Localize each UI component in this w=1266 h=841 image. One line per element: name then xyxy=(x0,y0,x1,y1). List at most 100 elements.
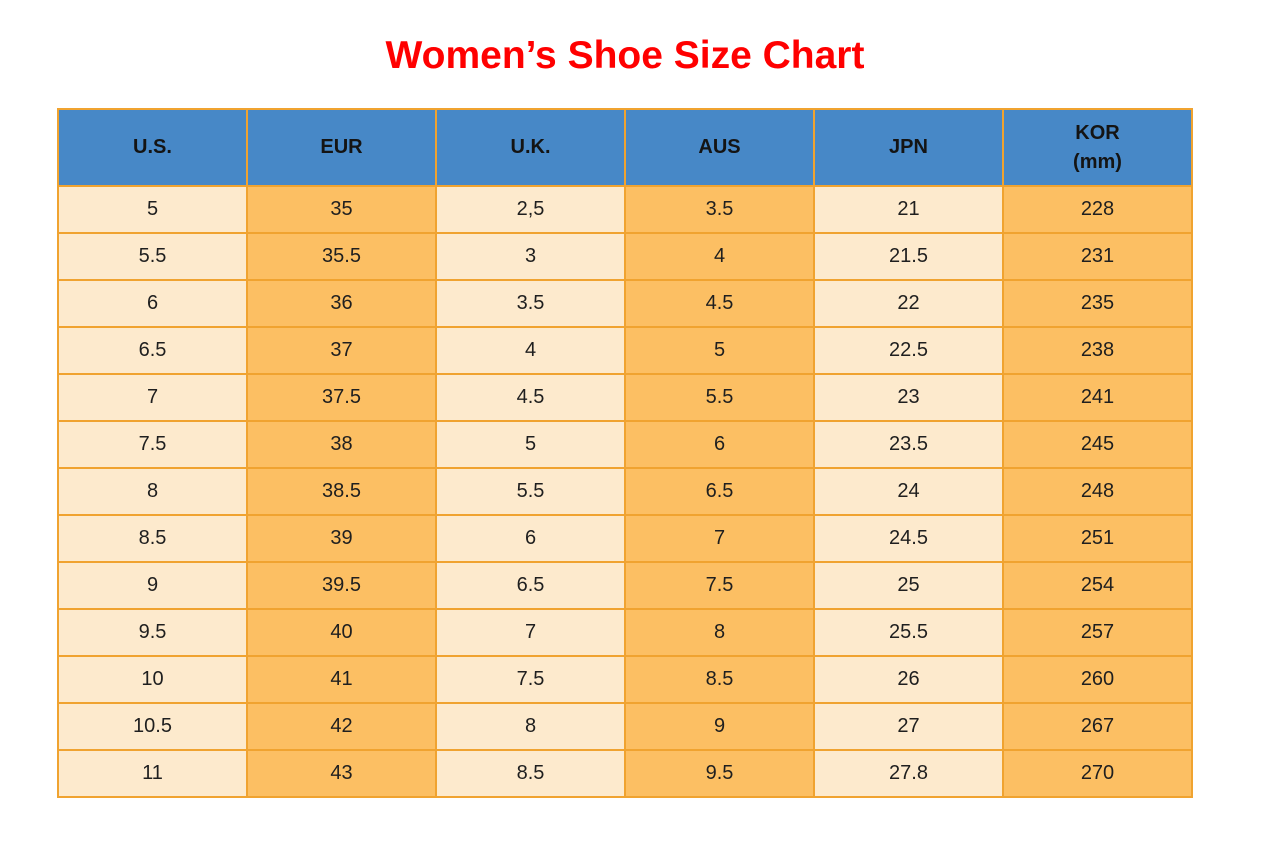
table-row: 11 43 8.5 9.5 27.8 270 xyxy=(57,749,1193,798)
table-row: 9.5 40 7 8 25.5 257 xyxy=(57,608,1193,657)
table-cell-aus: 6 xyxy=(624,420,815,469)
table-cell-aus: 3.5 xyxy=(624,185,815,234)
table-cell-aus: 4.5 xyxy=(624,279,815,328)
table-cell-kor: 235 xyxy=(1002,279,1193,328)
table-row: 8 38.5 5.5 6.5 24 248 xyxy=(57,467,1193,516)
table-cell-aus: 8 xyxy=(624,608,815,657)
table-header: U.S. EUR U.K. AUS JPN KOR (mm) xyxy=(57,108,1193,187)
table-cell-us: 9.5 xyxy=(57,608,248,657)
table-cell-uk: 3 xyxy=(435,232,626,281)
table-cell-uk: 3.5 xyxy=(435,279,626,328)
table-cell-uk: 6 xyxy=(435,514,626,563)
column-header-eur: EUR xyxy=(246,108,437,187)
table-cell-jpn: 27 xyxy=(813,702,1004,751)
table-cell-jpn: 21.5 xyxy=(813,232,1004,281)
table-cell-uk: 4.5 xyxy=(435,373,626,422)
table-cell-eur: 35 xyxy=(246,185,437,234)
table-cell-kor: 238 xyxy=(1002,326,1193,375)
table-cell-us: 10.5 xyxy=(57,702,248,751)
table-cell-kor: 241 xyxy=(1002,373,1193,422)
table-cell-kor: 257 xyxy=(1002,608,1193,657)
table-cell-uk: 8 xyxy=(435,702,626,751)
table-cell-us: 6 xyxy=(57,279,248,328)
table-cell-us: 8 xyxy=(57,467,248,516)
table-cell-jpn: 25 xyxy=(813,561,1004,610)
table-cell-us: 8.5 xyxy=(57,514,248,563)
table-cell-eur: 41 xyxy=(246,655,437,704)
table-cell-kor: 270 xyxy=(1002,749,1193,798)
table-row: 10.5 42 8 9 27 267 xyxy=(57,702,1193,751)
table-cell-eur: 37.5 xyxy=(246,373,437,422)
table-cell-us: 7.5 xyxy=(57,420,248,469)
header-row: U.S. EUR U.K. AUS JPN KOR (mm) xyxy=(57,108,1193,187)
table-cell-us: 6.5 xyxy=(57,326,248,375)
table-cell-kor: 245 xyxy=(1002,420,1193,469)
table-cell-us: 10 xyxy=(57,655,248,704)
table-cell-us: 11 xyxy=(57,749,248,798)
table-cell-jpn: 23.5 xyxy=(813,420,1004,469)
table-cell-eur: 38.5 xyxy=(246,467,437,516)
shoe-size-table: U.S. EUR U.K. AUS JPN KOR (mm) 5 35 2,5 3.5 21 228… xyxy=(57,108,1193,798)
table-row: 6 36 3.5 4.5 22 235 xyxy=(57,279,1193,328)
table-cell-eur: 39 xyxy=(246,514,437,563)
table-row: 10 41 7.5 8.5 26 260 xyxy=(57,655,1193,704)
table-cell-aus: 5.5 xyxy=(624,373,815,422)
table-cell-us: 5 xyxy=(57,185,248,234)
table-cell-us: 7 xyxy=(57,373,248,422)
table-cell-jpn: 24 xyxy=(813,467,1004,516)
table-row: 6.5 37 4 5 22.5 238 xyxy=(57,326,1193,375)
page-title: Women’s Shoe Size Chart xyxy=(385,34,865,77)
column-header-jpn: JPN xyxy=(813,108,1004,187)
table-cell-aus: 5 xyxy=(624,326,815,375)
table-cell-uk: 5.5 xyxy=(435,467,626,516)
table-row: 9 39.5 6.5 7.5 25 254 xyxy=(57,561,1193,610)
table-cell-kor: 248 xyxy=(1002,467,1193,516)
table-cell-jpn: 21 xyxy=(813,185,1004,234)
table-cell-jpn: 27.8 xyxy=(813,749,1004,798)
table-cell-uk: 2,5 xyxy=(435,185,626,234)
table-cell-us: 5.5 xyxy=(57,232,248,281)
table-cell-aus: 7.5 xyxy=(624,561,815,610)
table-cell-kor: 231 xyxy=(1002,232,1193,281)
table-cell-uk: 5 xyxy=(435,420,626,469)
table-cell-eur: 35.5 xyxy=(246,232,437,281)
table-cell-eur: 43 xyxy=(246,749,437,798)
table-cell-us: 9 xyxy=(57,561,248,610)
column-header-us: U.S. xyxy=(57,108,248,187)
table-cell-kor: 267 xyxy=(1002,702,1193,751)
table-cell-jpn: 24.5 xyxy=(813,514,1004,563)
table-cell-jpn: 22 xyxy=(813,279,1004,328)
table-cell-jpn: 26 xyxy=(813,655,1004,704)
table-row: 8.5 39 6 7 24.5 251 xyxy=(57,514,1193,563)
table-cell-uk: 7.5 xyxy=(435,655,626,704)
table-cell-aus: 8.5 xyxy=(624,655,815,704)
column-header-kor: KOR (mm) xyxy=(1002,108,1193,187)
table-cell-uk: 6.5 xyxy=(435,561,626,610)
table-cell-kor: 228 xyxy=(1002,185,1193,234)
table-row: 5 35 2,5 3.5 21 228 xyxy=(57,185,1193,234)
table-cell-kor: 251 xyxy=(1002,514,1193,563)
table-cell-uk: 7 xyxy=(435,608,626,657)
table-cell-aus: 9 xyxy=(624,702,815,751)
column-header-aus: AUS xyxy=(624,108,815,187)
table-cell-kor: 260 xyxy=(1002,655,1193,704)
table-cell-eur: 42 xyxy=(246,702,437,751)
table-cell-eur: 39.5 xyxy=(246,561,437,610)
table-cell-eur: 40 xyxy=(246,608,437,657)
table-cell-aus: 7 xyxy=(624,514,815,563)
table-cell-aus: 6.5 xyxy=(624,467,815,516)
table-row: 5.5 35.5 3 4 21.5 231 xyxy=(57,232,1193,281)
table-cell-aus: 9.5 xyxy=(624,749,815,798)
table-cell-eur: 36 xyxy=(246,279,437,328)
table-cell-eur: 38 xyxy=(246,420,437,469)
size-chart-container: U.S. EUR U.K. AUS JPN KOR (mm) 5 35 2,5 3.5 21 228… xyxy=(57,108,1193,798)
table-cell-kor: 254 xyxy=(1002,561,1193,610)
table-row: 7.5 38 5 6 23.5 245 xyxy=(57,420,1193,469)
column-header-uk: U.K. xyxy=(435,108,626,187)
table-cell-eur: 37 xyxy=(246,326,437,375)
table-row: 7 37.5 4.5 5.5 23 241 xyxy=(57,373,1193,422)
table-cell-jpn: 25.5 xyxy=(813,608,1004,657)
table-cell-jpn: 23 xyxy=(813,373,1004,422)
table-cell-aus: 4 xyxy=(624,232,815,281)
